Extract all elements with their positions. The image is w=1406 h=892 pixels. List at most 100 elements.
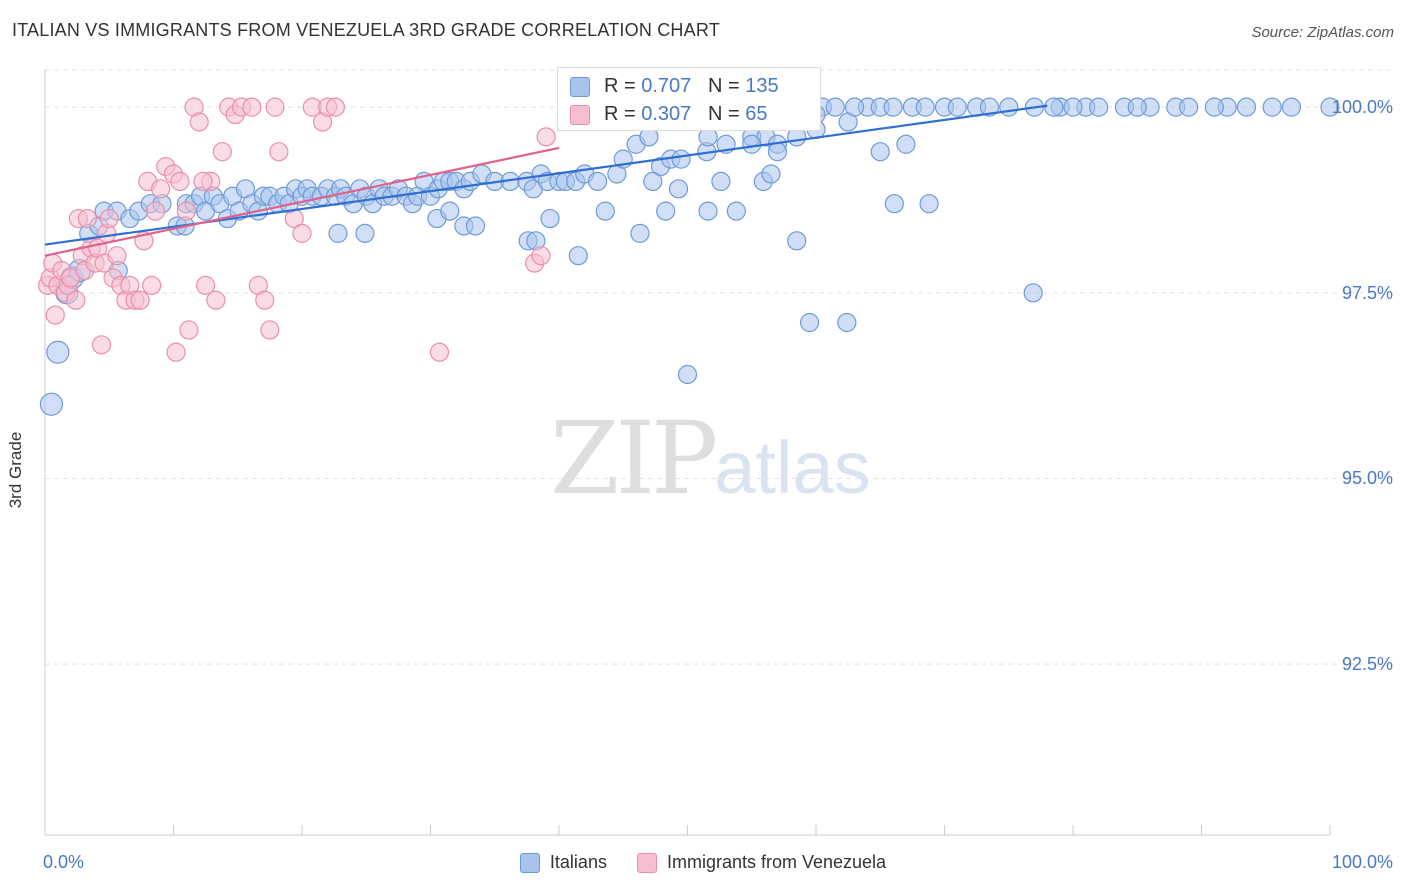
italians-point bbox=[799, 312, 820, 333]
italians-point bbox=[440, 201, 460, 221]
watermark: ZIPatlas bbox=[550, 400, 871, 517]
venezuela-point bbox=[536, 127, 556, 147]
venezuela-point bbox=[292, 223, 312, 243]
italians-point bbox=[630, 223, 650, 243]
italians-r-label: R = bbox=[604, 75, 636, 97]
venezuela-point bbox=[99, 208, 119, 229]
italians-point bbox=[979, 97, 1000, 117]
italians-point bbox=[726, 201, 746, 221]
venezuela-point bbox=[142, 275, 162, 295]
legend: Italians Immigrants from Venezuela bbox=[0, 852, 1406, 873]
italians-point bbox=[742, 134, 762, 154]
venezuela-n-label: N = bbox=[707, 103, 740, 125]
italians-point bbox=[677, 364, 698, 385]
italians-r-value: 0.707 bbox=[641, 75, 692, 97]
italians-point bbox=[870, 142, 890, 162]
italians-point bbox=[1262, 97, 1282, 117]
italians-point bbox=[761, 164, 781, 184]
stats-row-venezuela: R = 0.307 N = 65 bbox=[570, 103, 779, 126]
italians-point bbox=[767, 142, 788, 162]
venezuela-point bbox=[269, 142, 289, 162]
italians-point bbox=[355, 223, 375, 243]
venezuela-point bbox=[151, 179, 171, 199]
y-tick-label: 92.5% bbox=[1341, 654, 1393, 675]
italians-point bbox=[999, 97, 1019, 117]
chart-title: ITALIAN VS IMMIGRANTS FROM VENEZUELA 3RD… bbox=[12, 20, 720, 40]
venezuela-point bbox=[189, 112, 209, 132]
italians-point bbox=[656, 201, 676, 221]
legend-item-venezuela[interactable]: Immigrants from Venezuela bbox=[636, 852, 887, 873]
venezuela-point bbox=[212, 142, 232, 162]
italians-point bbox=[896, 134, 916, 154]
venezuela-point bbox=[242, 97, 262, 117]
y-tick-label: 97.5% bbox=[1341, 282, 1393, 303]
venezuela-point bbox=[45, 305, 65, 325]
italians-point bbox=[465, 216, 486, 236]
venezuela-point bbox=[66, 290, 86, 310]
italians-point bbox=[825, 97, 845, 117]
venezuela-n-value: 65 bbox=[745, 103, 768, 125]
italians-point bbox=[711, 171, 731, 192]
venezuela-point bbox=[325, 97, 346, 117]
venezuela-swatch bbox=[570, 104, 590, 125]
source-label: Source: ZipAtlas.com bbox=[1251, 24, 1394, 41]
venezuela-point bbox=[91, 335, 112, 355]
italians-point bbox=[1023, 283, 1043, 303]
italians-swatch bbox=[570, 76, 590, 97]
italians-point bbox=[884, 194, 904, 214]
y-tick-label: 95.0% bbox=[1341, 468, 1393, 489]
italians-point bbox=[1281, 97, 1302, 117]
y-tick-label: 100.0% bbox=[1331, 97, 1393, 118]
venezuela-point bbox=[196, 275, 216, 295]
italians-point bbox=[1044, 97, 1064, 117]
venezuela-r-label: R = bbox=[604, 103, 636, 125]
italians-point bbox=[698, 201, 718, 221]
venezuela-point bbox=[166, 342, 186, 362]
legend-label-italians: Italians bbox=[549, 852, 607, 872]
venezuela-point bbox=[170, 171, 190, 192]
italians-point bbox=[540, 208, 560, 229]
italians-point bbox=[947, 97, 967, 117]
italians-point bbox=[915, 97, 935, 117]
venezuela-point bbox=[265, 97, 285, 117]
venezuela-point bbox=[429, 342, 450, 362]
x-tick-label-min: 0.0% bbox=[43, 852, 85, 872]
italians-point bbox=[568, 246, 588, 266]
italians-point bbox=[668, 179, 689, 199]
italians-point bbox=[1089, 97, 1109, 117]
venezuela-point bbox=[179, 320, 199, 340]
watermark-zip: ZIP bbox=[550, 400, 718, 517]
x-tick-label-max: 100.0% bbox=[1331, 852, 1393, 872]
legend-item-italians[interactable]: Italians bbox=[519, 852, 607, 873]
italians-point bbox=[328, 223, 348, 243]
venezuela-r-value: 0.307 bbox=[641, 103, 692, 125]
italians-point bbox=[837, 312, 857, 333]
italians-point bbox=[671, 149, 691, 169]
legend-swatch-venezuela bbox=[636, 852, 657, 873]
venezuela-point bbox=[145, 201, 166, 221]
italians-point bbox=[1179, 97, 1199, 117]
watermark-atlas: atlas bbox=[714, 426, 871, 509]
venezuela-point bbox=[193, 171, 213, 192]
stats-box: R = 0.707 N = 135 R = 0.307 N = 65 bbox=[557, 67, 821, 131]
venezuela-point bbox=[260, 320, 280, 340]
italians-point bbox=[1127, 97, 1147, 117]
y-axis-title: 3rd Grade bbox=[6, 431, 25, 509]
venezuela-trend-line bbox=[44, 146, 560, 257]
venezuela-point bbox=[531, 246, 551, 266]
legend-label-venezuela: Immigrants from Venezuela bbox=[666, 852, 887, 872]
italians-point bbox=[1320, 97, 1340, 117]
italians-point bbox=[787, 231, 807, 251]
italians-point bbox=[643, 171, 663, 192]
venezuela-point bbox=[130, 290, 150, 310]
venezuela-point bbox=[107, 246, 127, 266]
italians-point bbox=[39, 392, 64, 416]
italians-point bbox=[883, 97, 903, 117]
italians-point bbox=[46, 340, 70, 364]
legend-swatch-italians bbox=[519, 852, 540, 873]
venezuela-point bbox=[176, 201, 196, 221]
italians-point bbox=[1204, 97, 1224, 117]
italians-point bbox=[1063, 97, 1083, 117]
italians-n-value: 135 bbox=[745, 75, 779, 97]
